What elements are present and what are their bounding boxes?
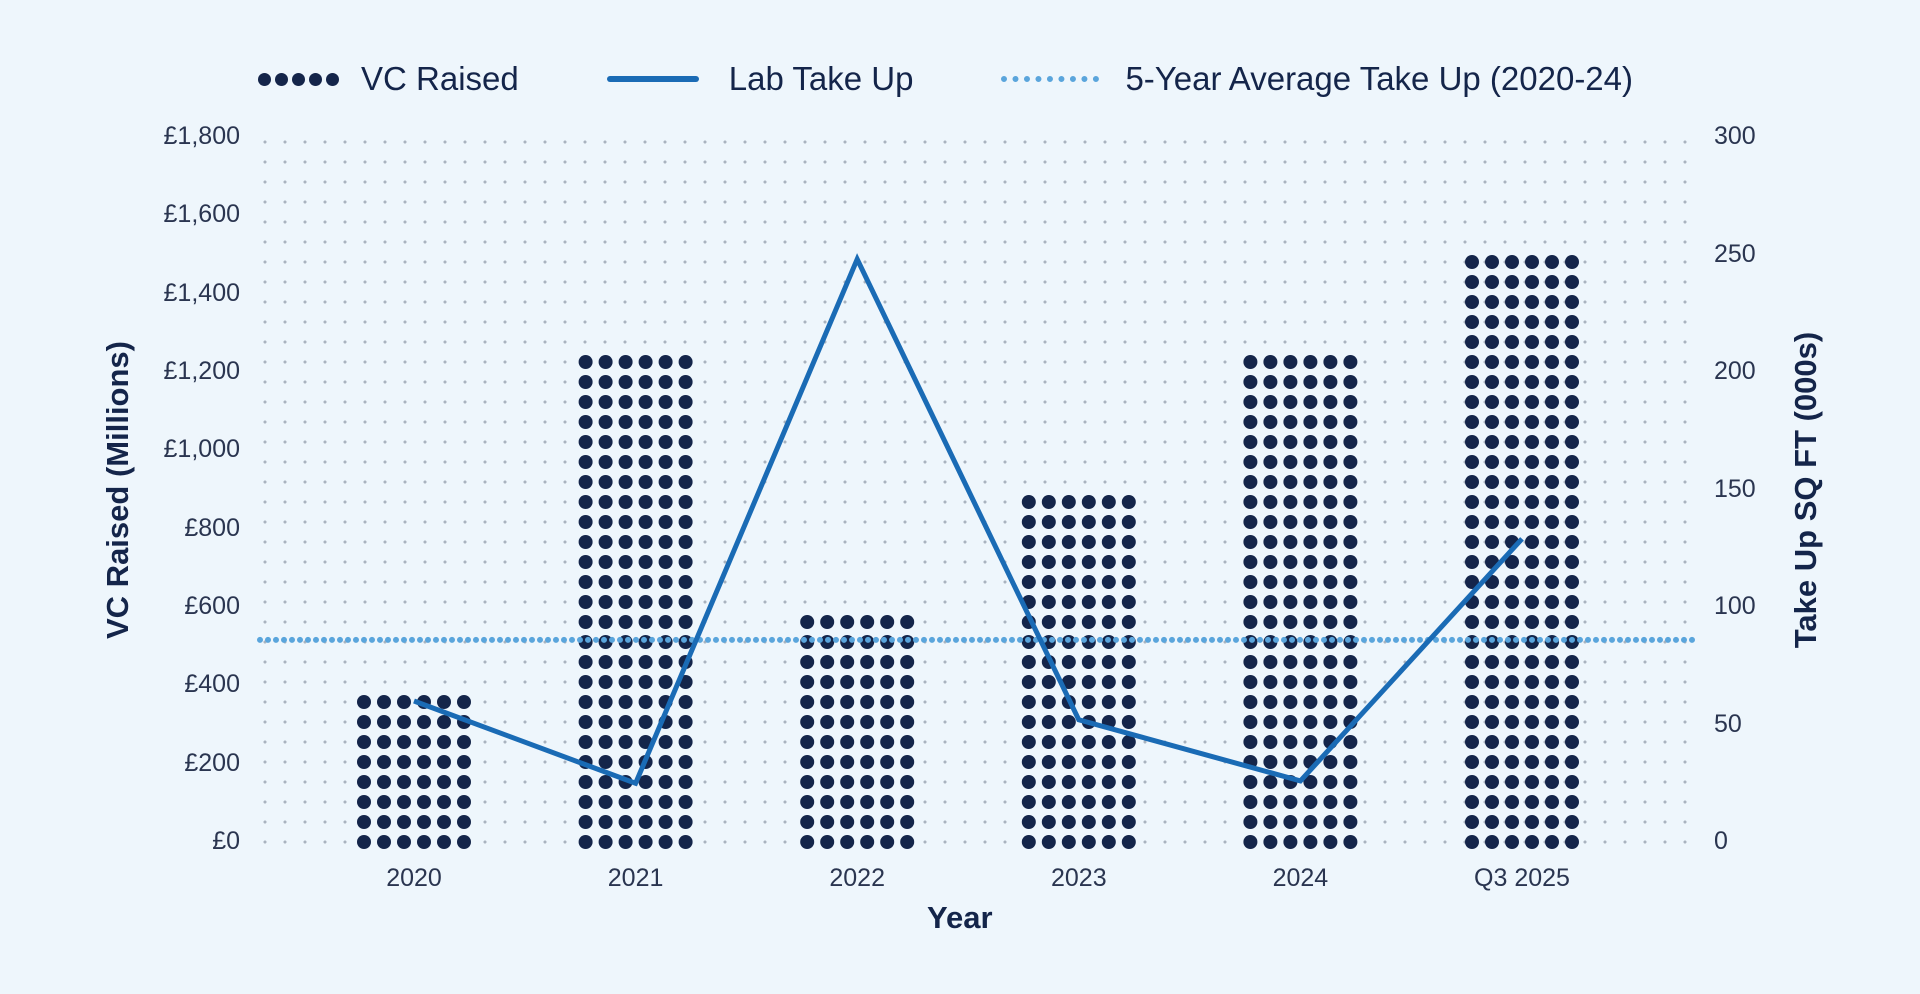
- legend-label: VC Raised: [361, 60, 519, 97]
- y-tick-label: £1,000: [163, 435, 240, 464]
- y-tick-label: £1,200: [163, 357, 240, 385]
- x-tick-label: 2024: [1272, 864, 1329, 892]
- dot-grid-background: [255, 132, 1700, 847]
- x-tick-label: 2022: [829, 864, 885, 892]
- y-axis-title: VC Raised (Millions): [100, 341, 135, 639]
- y-tick-label: £800: [184, 513, 240, 542]
- y-tick-label: £1,400: [163, 278, 240, 307]
- legend: VC Raised Lab Take Up 5-Year Average Tak…: [258, 60, 1721, 98]
- legend-dotted-line-swatch: [1001, 76, 1100, 82]
- legend-label: 5-Year Average Take Up (2020-24): [1125, 60, 1634, 97]
- y2-tick-label: 100: [1714, 592, 1756, 620]
- y2-tick-label: 300: [1714, 122, 1756, 150]
- legend-item-vc-raised: VC Raised: [258, 60, 519, 98]
- bar-2022: [800, 615, 915, 849]
- y2-tick-label: 150: [1714, 474, 1756, 503]
- x-tick-label: Q3 2025: [1474, 864, 1570, 892]
- y-tick-label: £600: [184, 592, 240, 620]
- lab-take-up-line: [413, 253, 1524, 787]
- x-axis-title: Year: [927, 900, 993, 935]
- legend-line-swatch: [606, 76, 699, 82]
- y2-axis-title: Take Up SQ FT (000s): [1788, 331, 1823, 649]
- bar-2021: [578, 355, 693, 849]
- x-tick-label: 2020: [386, 864, 442, 892]
- bar-2023: [1021, 495, 1136, 849]
- y-tick-label: £400: [184, 670, 240, 699]
- y-tick-label: £0: [212, 827, 240, 855]
- y-tick-label: £1,800: [163, 122, 240, 150]
- bar-2020: [357, 695, 471, 849]
- legend-label: Lab Take Up: [728, 60, 914, 97]
- y2-tick-label: 0: [1714, 827, 1728, 855]
- bar-2024: [1243, 355, 1358, 849]
- x-tick-label: 2021: [607, 864, 664, 892]
- bar-q3-2025: [1465, 255, 1579, 849]
- x-tick-label: 2023: [1050, 864, 1107, 892]
- legend-item-average: 5-Year Average Take Up (2020-24): [1001, 60, 1633, 98]
- legend-dots-swatch: [258, 72, 339, 86]
- y2-tick-label: 250: [1714, 239, 1756, 268]
- legend-item-lab-take-up: Lab Take Up: [606, 60, 914, 98]
- y2-tick-label: 50: [1714, 709, 1742, 738]
- y2-tick-label: 200: [1714, 357, 1756, 385]
- y-tick-label: £200: [184, 748, 240, 777]
- y-tick-label: £1,600: [163, 200, 240, 229]
